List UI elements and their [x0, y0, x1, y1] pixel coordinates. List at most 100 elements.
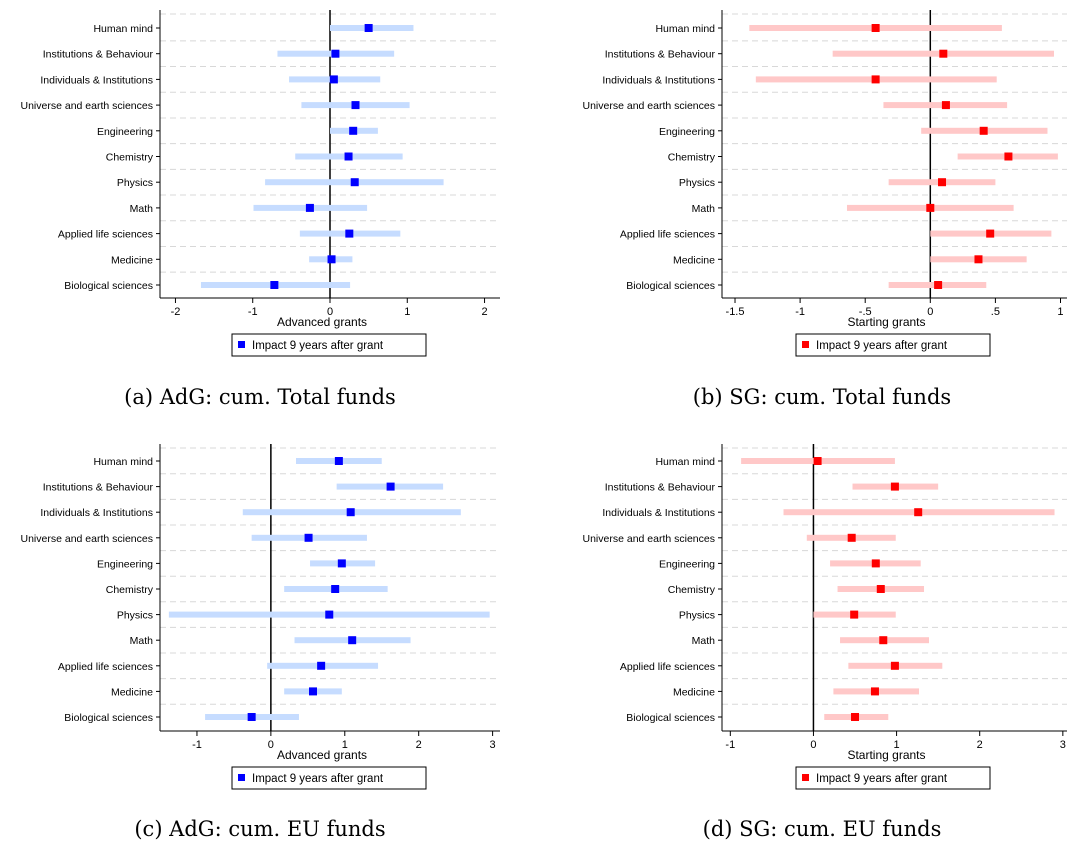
x-tick-label: -1 [248, 306, 258, 318]
point-estimate-marker [270, 281, 279, 289]
category-label: Individuals & Institutions [602, 74, 715, 86]
chart-panel-d: -1 0 1 2 3 Starting grants Human mind Instituti… [583, 444, 1067, 841]
category-label: Math [130, 635, 154, 647]
x-axis-label: Advanced grants [277, 748, 367, 762]
point-estimate-marker [348, 636, 357, 645]
point-estimate-marker [986, 229, 995, 238]
legend-label: Impact 9 years after grant [252, 340, 384, 352]
category-label: Engineering [659, 126, 715, 138]
category-label: Physics [679, 610, 715, 622]
panel-caption: (a) AdG: cum. Total funds [124, 385, 396, 409]
category-label: Applied life sciences [58, 229, 153, 241]
x-tick-label: 0 [268, 739, 274, 751]
category-label: Physics [679, 177, 715, 189]
x-tick-label: 2 [416, 739, 422, 751]
point-estimate-marker [934, 281, 943, 289]
chart-panel-b: -1.5 -1 -.5 0 .5 1 Starting grants Human mind In… [583, 10, 1067, 409]
point-estimate-marker [331, 49, 340, 58]
point-estimate-marker [847, 533, 856, 542]
category-label: Engineering [97, 558, 153, 570]
category-label: Medicine [111, 686, 153, 698]
point-estimate-marker [871, 75, 880, 84]
legend: Impact 9 years after grant [795, 766, 991, 790]
point-estimate-marker [938, 178, 947, 187]
category-label: Biological sciences [626, 712, 715, 724]
x-tick-label: 0 [927, 306, 933, 318]
point-estimate-marker [351, 101, 360, 110]
x-tick-label: 2 [977, 739, 983, 751]
point-estimate-marker [325, 610, 334, 619]
legend-box [795, 766, 991, 790]
category-label: Physics [117, 610, 153, 622]
point-estimate-marker [346, 508, 355, 517]
category-label: Math [692, 635, 716, 647]
point-estimate-marker [349, 126, 358, 135]
category-label: Individuals & Institutions [40, 507, 153, 519]
x-tick-label: -1.5 [726, 306, 745, 318]
point-estimate-marker [914, 508, 923, 517]
chart-panel-c: -1 0 1 2 3 Advanced grants Human mind Instituti… [21, 444, 500, 841]
point-estimate-marker [329, 75, 338, 84]
category-label: Chemistry [106, 584, 154, 596]
x-tick-label: .5 [991, 306, 1000, 318]
legend-box [795, 333, 991, 357]
category-label: Math [692, 203, 716, 215]
point-estimate-marker [364, 24, 373, 32]
category-label: Universe and earth sciences [583, 100, 716, 112]
panel-caption: (b) SG: cum. Total funds [693, 385, 951, 409]
legend-marker [802, 774, 809, 781]
point-estimate-marker [890, 482, 899, 491]
point-estimate-marker [344, 152, 353, 161]
x-tick-label: 1 [404, 306, 410, 318]
point-estimate-marker [386, 482, 395, 491]
category-label: Individuals & Institutions [40, 74, 153, 86]
panel-caption: (c) AdG: cum. EU funds [134, 817, 385, 841]
x-tick-label: 0 [810, 739, 816, 751]
legend: Impact 9 years after grant [231, 766, 427, 790]
point-estimate-marker [939, 49, 948, 58]
x-axis-label: Starting grants [847, 315, 925, 329]
x-tick-label: 1 [894, 739, 900, 751]
category-label: Institutions & Behaviour [43, 49, 154, 61]
point-estimate-marker [309, 687, 317, 696]
category-label: Applied life sciences [620, 229, 715, 241]
point-estimate-marker [305, 203, 314, 212]
legend-label: Impact 9 years after grant [816, 340, 948, 352]
point-estimate-marker [876, 585, 885, 593]
category-label: Universe and earth sciences [21, 533, 154, 545]
category-label: Human mind [655, 456, 715, 468]
legend-label: Impact 9 years after grant [252, 773, 384, 785]
category-label: Institutions & Behaviour [605, 49, 716, 61]
category-label: Biological sciences [64, 712, 153, 724]
category-label: Medicine [673, 254, 715, 266]
point-estimate-marker [813, 457, 822, 465]
x-axis-label: Advanced grants [277, 315, 367, 329]
point-estimate-marker [317, 661, 326, 670]
category-label: Engineering [97, 126, 153, 138]
category-label: Biological sciences [64, 280, 153, 292]
category-label: Chemistry [668, 584, 716, 596]
legend: Impact 9 years after grant [795, 333, 991, 357]
point-estimate-marker [851, 713, 860, 721]
x-tick-label: -1 [725, 739, 735, 751]
category-label: Physics [117, 177, 153, 189]
x-axis-label: Starting grants [847, 748, 925, 762]
category-label: Human mind [655, 23, 715, 35]
x-tick-label: -2 [171, 306, 181, 318]
x-tick-label: 3 [490, 739, 496, 751]
legend-marker [238, 341, 245, 348]
panel-caption: (d) SG: cum. EU funds [703, 817, 942, 841]
x-tick-label: 1 [1057, 306, 1063, 318]
category-label: Biological sciences [626, 280, 715, 292]
category-label: Medicine [111, 254, 153, 266]
point-estimate-marker [247, 713, 256, 721]
x-tick-label: 3 [1060, 739, 1066, 751]
category-label: Human mind [93, 456, 153, 468]
legend-box [231, 333, 427, 357]
point-estimate-marker [334, 457, 343, 465]
x-tick-label: -1 [795, 306, 805, 318]
legend-box [231, 766, 427, 790]
point-estimate-marker [331, 585, 340, 593]
category-label: Chemistry [106, 152, 154, 164]
